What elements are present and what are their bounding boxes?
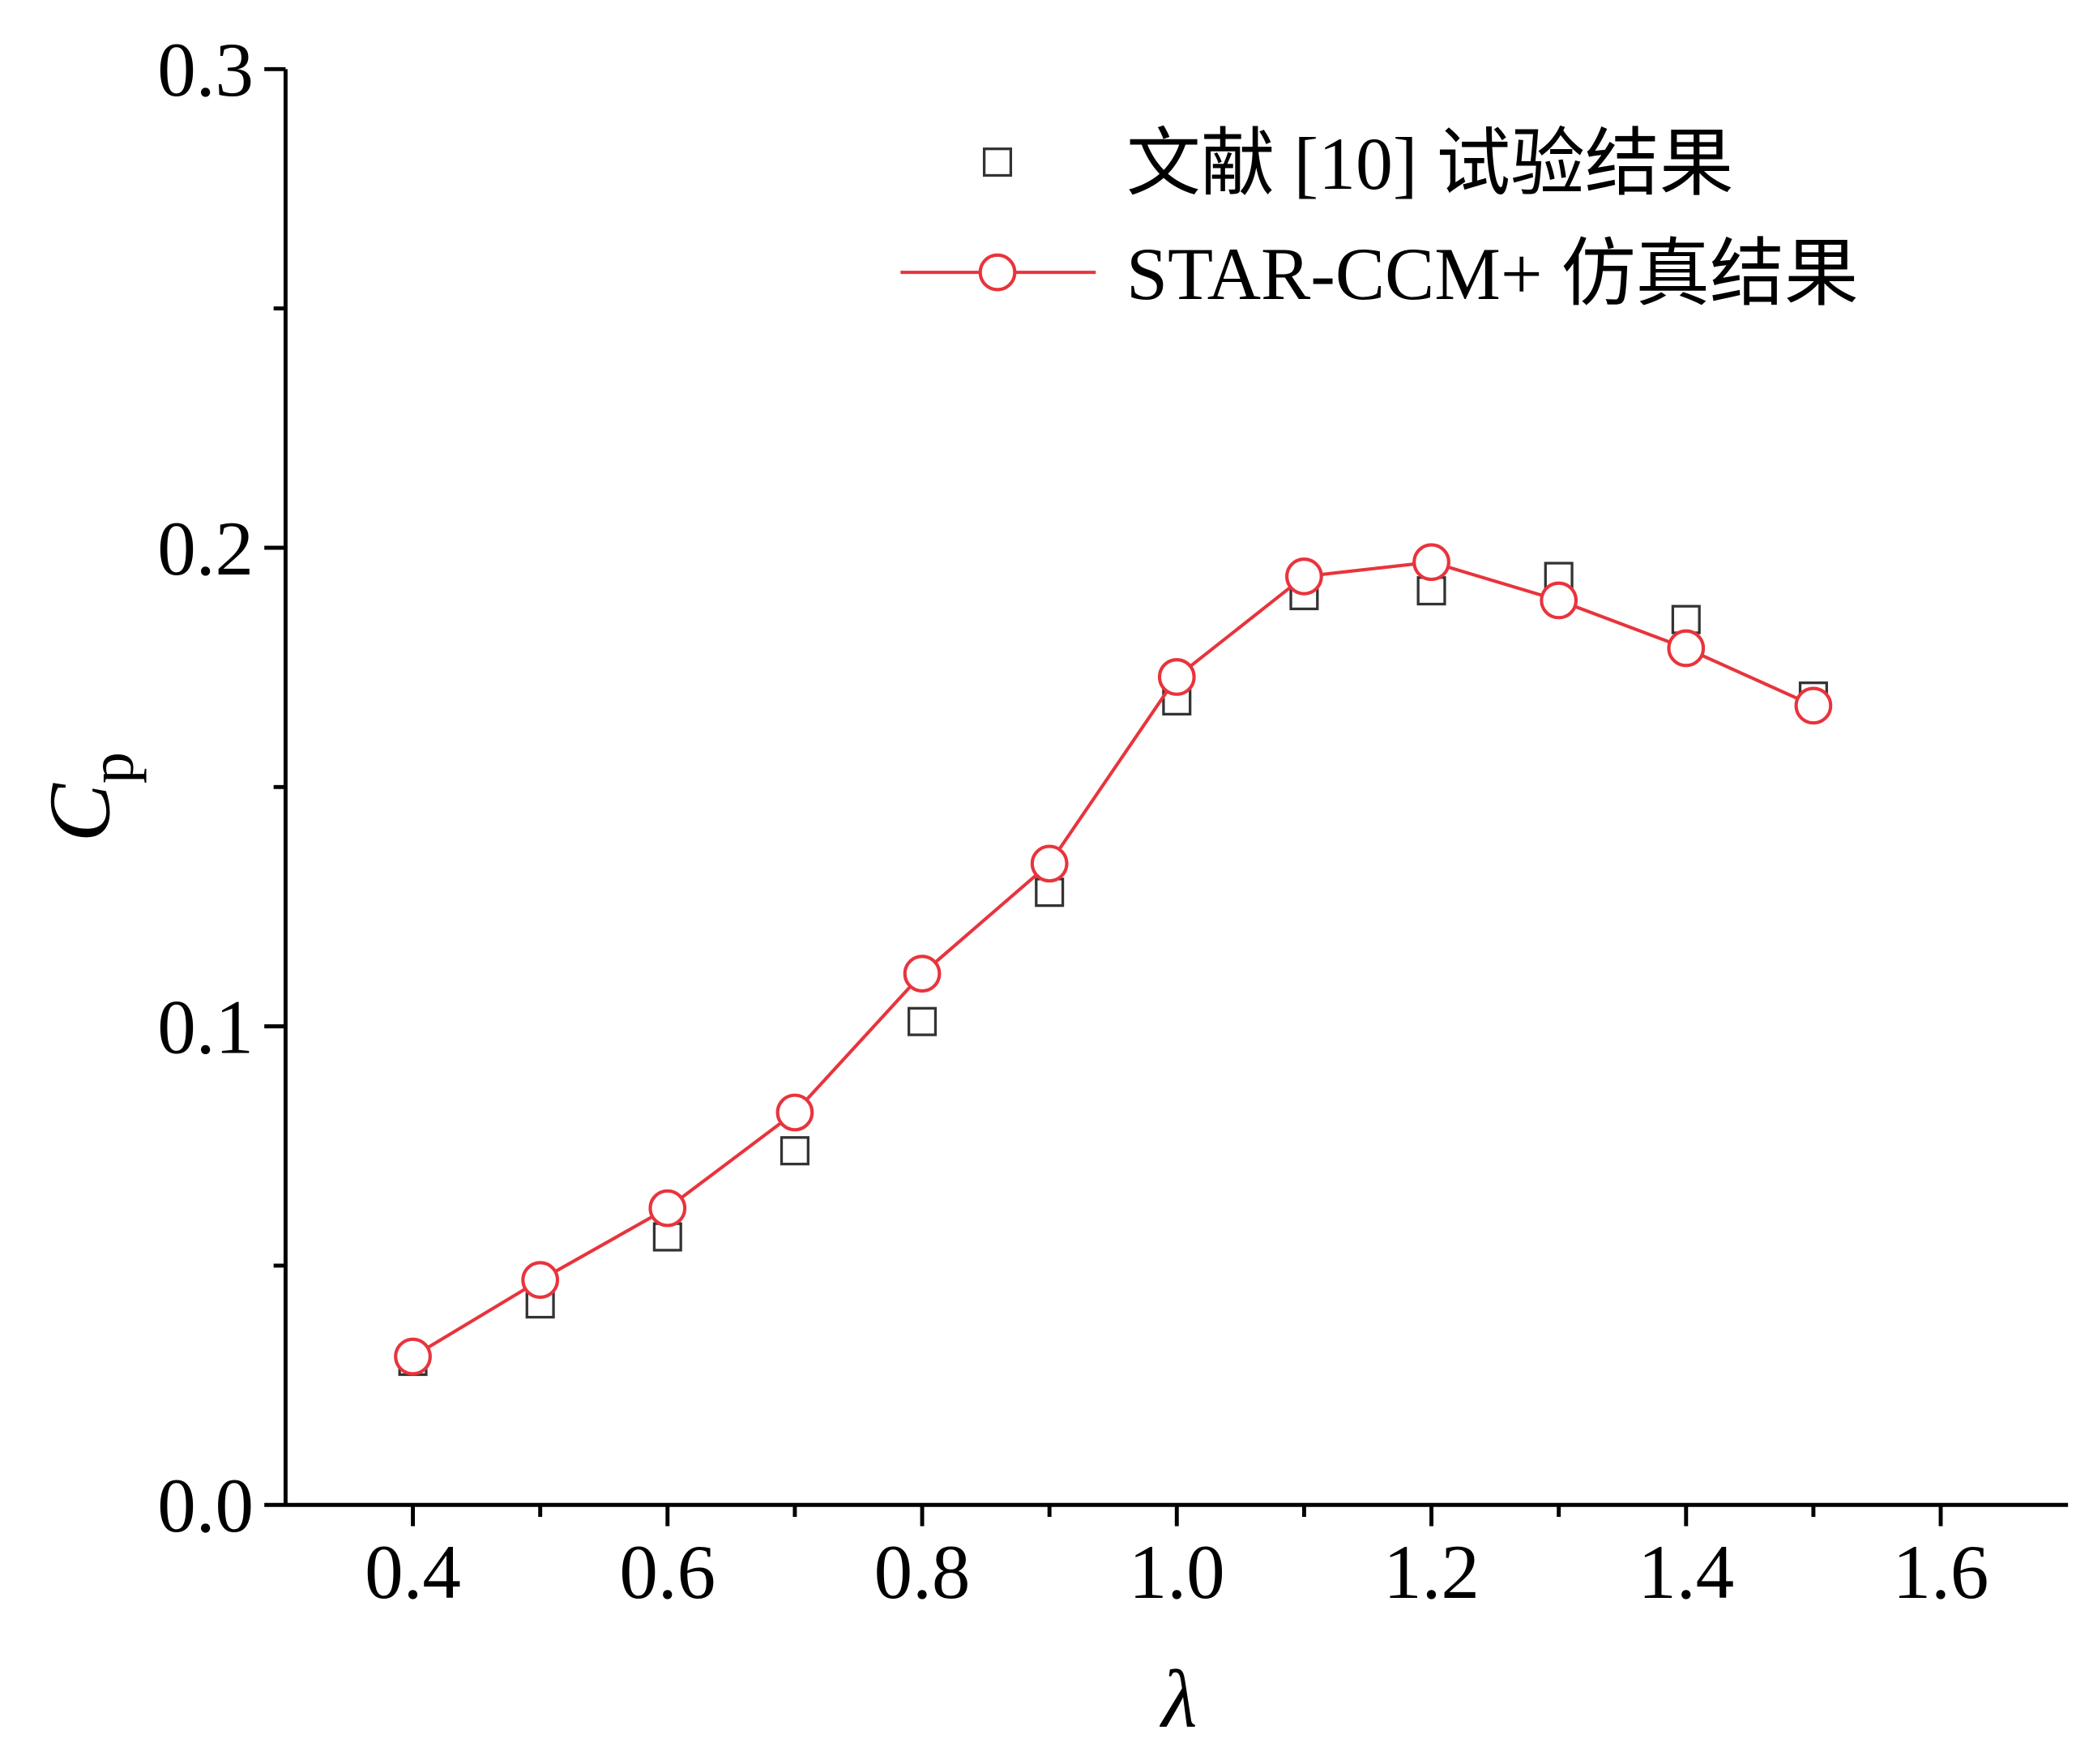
circle-marker bbox=[1667, 629, 1706, 668]
circle-marker bbox=[775, 1093, 814, 1132]
y-tick-label: 0.1 bbox=[157, 984, 254, 1070]
x-tick-label: 0.4 bbox=[365, 1529, 461, 1615]
plot-area bbox=[394, 543, 1833, 1377]
legend-label: STAR-CCM+ 仿真结果 bbox=[1126, 233, 1859, 315]
square-marker bbox=[908, 1006, 938, 1036]
circle-marker bbox=[1794, 686, 1833, 725]
x-tick-label: 1.4 bbox=[1638, 1529, 1734, 1615]
square-marker bbox=[1035, 878, 1065, 908]
x-tick-label: 1.0 bbox=[1129, 1529, 1225, 1615]
square-marker bbox=[1416, 576, 1446, 606]
circle-marker bbox=[1157, 658, 1196, 696]
y-axis-label: Cp bbox=[32, 752, 147, 842]
x-tick-label: 1.2 bbox=[1383, 1529, 1480, 1615]
y-tick-label: 0.0 bbox=[157, 1463, 254, 1548]
x-tick-label: 0.8 bbox=[874, 1529, 971, 1615]
series-line bbox=[412, 560, 1814, 1358]
circle-marker bbox=[521, 1261, 560, 1300]
legend-circle bbox=[978, 253, 1017, 292]
circle-marker bbox=[1412, 543, 1450, 582]
square-marker bbox=[652, 1222, 682, 1252]
circle-marker bbox=[903, 955, 942, 993]
y-axis-label-sub: p bbox=[77, 752, 147, 784]
circle-marker bbox=[648, 1189, 687, 1228]
legend-label: 文献 [10] 试验结果 bbox=[1126, 122, 1734, 205]
y-tick-label: 0.3 bbox=[157, 27, 254, 113]
square-marker bbox=[780, 1136, 809, 1166]
y-tick-label: 0.2 bbox=[157, 506, 254, 592]
x-axis-label: λ bbox=[1160, 1653, 1198, 1745]
legend-square bbox=[982, 147, 1013, 177]
circle-marker bbox=[1540, 581, 1578, 620]
circle-marker bbox=[1030, 844, 1069, 883]
circle-marker bbox=[394, 1337, 432, 1376]
x-tick-label: 1.6 bbox=[1893, 1529, 1989, 1615]
x-tick-label: 0.6 bbox=[619, 1529, 715, 1615]
circle-marker bbox=[1285, 557, 1323, 596]
y-axis-label-main: C bbox=[32, 782, 128, 842]
square-marker bbox=[1671, 604, 1701, 634]
